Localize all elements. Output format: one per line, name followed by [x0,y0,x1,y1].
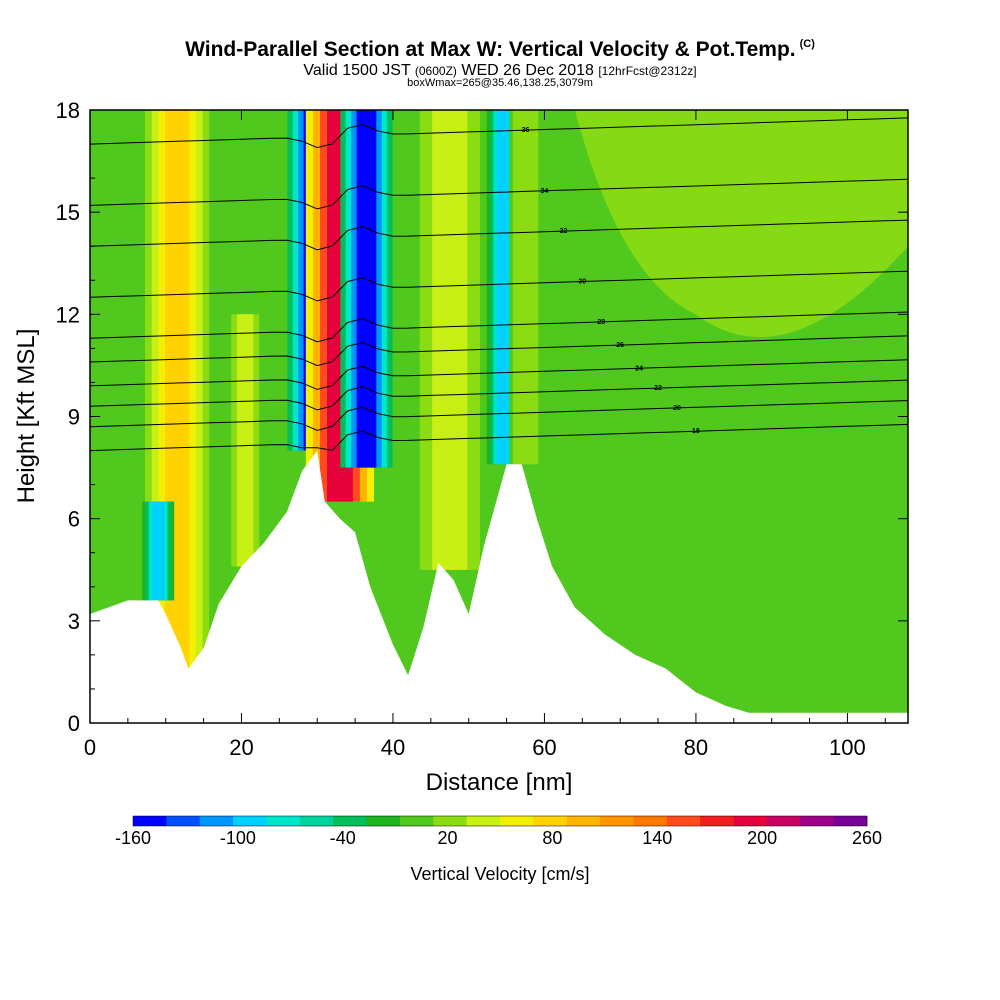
copyright-mark: (C) [799,38,815,50]
colorbar-swatch-0 [133,816,167,826]
chart-subtitle-box-wmax: boxWmax=265@35.46,138.25,3079m [407,77,593,89]
colorbar-label-140: 140 [642,828,672,848]
colorbar-swatch-9 [433,816,467,826]
theta-contour-32 [90,219,908,251]
y-tick-label-15: 15 [56,200,80,225]
colorbar-swatch-6 [333,816,367,826]
colorbar-label-200: 200 [747,828,777,848]
y-tick-label-18: 18 [56,98,80,123]
theta-contour-label-34: 34 [541,188,549,195]
x-axis-label: Distance [nm] [426,769,573,796]
colorbar-swatch-11 [500,816,534,826]
colorbar-swatch-2 [199,816,234,826]
colorbar-swatch-4 [266,816,301,826]
colorbar-label--100: -100 [220,828,256,848]
colorbar-swatch-1 [166,816,201,826]
theta-contour-24 [90,359,908,390]
forecast-run: [12hrFcst@2312z] [598,64,697,78]
y-tick-label-0: 0 [68,711,80,736]
theta-contour-label-22: 22 [654,385,662,392]
theta-contour-label-20: 20 [673,405,681,412]
vv-feature-7-layer-1 [496,110,509,465]
theta-contour-label-24: 24 [635,365,643,372]
x-tick-label-0: 0 [84,735,96,760]
colorbar-swatch-17 [700,816,734,826]
vv-feature-8-layer-1 [519,110,532,465]
colorbar-swatch-20 [800,816,834,826]
colorbar-swatch-5 [299,816,334,826]
theta-contour-label-28: 28 [597,319,605,326]
y-tick-label-3: 3 [68,609,80,634]
y-tick-label-6: 6 [68,507,80,532]
colorbar-swatch-8 [399,816,434,826]
colorbar-label--160: -160 [115,828,151,848]
field-region-weak-ascent [574,110,908,338]
theta-contour-label-36: 36 [522,127,530,134]
colorbar-label-260: 260 [852,828,882,848]
valid-time: Valid 1500 JST [303,62,411,79]
valid-utc: (0600Z) [414,64,457,78]
theta-contour-30 [90,270,908,302]
colorbar-swatch-16 [666,816,701,826]
colorbar-swatch-14 [600,816,634,826]
valid-date: WED 26 Dec 2018 [461,62,594,79]
theta-contour-label-30: 30 [578,279,586,286]
x-tick-label-20: 20 [229,735,253,760]
theta-contour-22 [90,379,908,411]
vv-feature-5-layer-1 [356,110,377,468]
x-tick-label-60: 60 [532,735,556,760]
vv-feature-1-layer-1 [152,501,165,601]
theta-contour-26 [90,335,908,367]
colorbar-swatch-18 [733,816,768,826]
colorbar: -160 -100 -40 20 80 140 200 260 [115,815,882,848]
x-tick-label-40: 40 [381,735,405,760]
theta-contour-label-32: 32 [559,228,567,235]
vv-feature-6-layer-1 [438,110,462,570]
colorbar-swatch-21 [833,816,868,826]
title-text: Wind-Parallel Section at Max W: Vertical… [185,38,796,61]
colorbar-swatch-10 [466,816,501,826]
colorbar-swatch-15 [633,816,668,826]
colorbar-swatch-3 [233,816,267,826]
colorbar-swatch-13 [566,816,601,826]
theta-contour-label-26: 26 [616,342,624,349]
theta-contour-18 [90,423,908,452]
theta-contour-34 [90,178,908,210]
colorbar-label--40: -40 [330,828,356,848]
chart-subtitle: Valid 1500 JST (0600Z) WED 26 Dec 2018 [… [0,62,1000,80]
y-axis-label: Height [Kft MSL] [13,329,40,504]
theta-contour-36 [90,117,908,149]
colorbar-frame [132,815,868,827]
colorbar-label-80: 80 [542,828,562,848]
y-tick-label-9: 9 [68,405,80,430]
x-tick-label-80: 80 [684,735,708,760]
theta-contour-28 [90,311,908,343]
colorbar-swatch-19 [766,816,801,826]
plot-area: 18 20 22 24 26 28 30 32 34 36 [90,110,908,723]
chart-title: Wind-Parallel Section at Max W: Vertical… [0,38,1000,62]
y-tick-label-12: 12 [56,302,80,327]
x-tick-label-100: 100 [829,735,866,760]
theta-contour-label-18: 18 [692,428,700,435]
terrain [90,450,908,723]
colorbar-title: Vertical Velocity [cm/s] [410,864,589,884]
colorbar-swatch-7 [366,816,401,826]
vv-feature-2-layer-1 [239,314,251,567]
colorbar-swatch-12 [533,816,568,826]
colorbar-label-20: 20 [438,828,458,848]
theta-contour-20 [90,400,908,431]
